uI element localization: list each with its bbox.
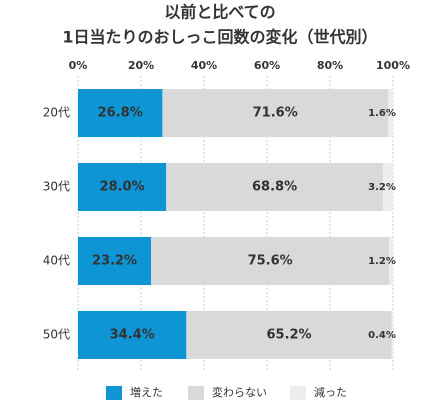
- x-tick-label: 80%: [317, 59, 343, 72]
- chart-title: 以前と比べての: [164, 3, 275, 22]
- x-tick-label: 60%: [254, 59, 280, 72]
- bar-segment: [387, 89, 393, 137]
- legend-swatch: [188, 386, 204, 400]
- data-label: 0.4%: [368, 330, 396, 341]
- y-tick-label: 30代: [43, 180, 70, 194]
- data-label: 34.4%: [110, 328, 155, 343]
- x-tick-label: 40%: [191, 59, 217, 72]
- y-tick-label: 20代: [43, 106, 70, 120]
- data-label: 65.2%: [266, 328, 311, 343]
- bar-segment: [391, 311, 393, 359]
- legend-label: 変わらない: [212, 385, 267, 399]
- bar-segment: [78, 311, 187, 359]
- bar-segment: [162, 89, 388, 137]
- data-label: 28.0%: [100, 180, 145, 195]
- bar-segment: [151, 237, 390, 285]
- data-label: 1.6%: [368, 108, 396, 119]
- legend-swatch: [106, 386, 122, 400]
- data-label: 1.2%: [368, 256, 396, 267]
- x-tick-label: 100%: [376, 59, 410, 72]
- data-label: 71.6%: [253, 106, 298, 121]
- data-label: 75.6%: [248, 254, 293, 269]
- legend-label: 増えた: [130, 386, 163, 399]
- bar-segment: [78, 237, 152, 285]
- y-tick-label: 50代: [43, 328, 70, 342]
- y-tick-label: 40代: [43, 254, 70, 268]
- bar-segment: [166, 163, 383, 211]
- legend-swatch: [290, 386, 306, 400]
- data-label: 23.2%: [92, 254, 137, 269]
- bar-segment: [78, 163, 167, 211]
- chart-title: 1日当たりのおしっこ回数の変化（世代別）: [62, 28, 377, 47]
- bar-segment: [382, 163, 393, 211]
- legend-label: 減った: [314, 385, 347, 399]
- data-label: 68.8%: [252, 180, 297, 195]
- bar-segment: [78, 89, 163, 137]
- data-label: 3.2%: [368, 182, 396, 193]
- data-label: 26.8%: [98, 106, 143, 121]
- x-tick-label: 0%: [69, 59, 88, 72]
- x-tick-label: 20%: [128, 59, 154, 72]
- bar-segment: [186, 311, 392, 359]
- bar-segment: [389, 237, 393, 285]
